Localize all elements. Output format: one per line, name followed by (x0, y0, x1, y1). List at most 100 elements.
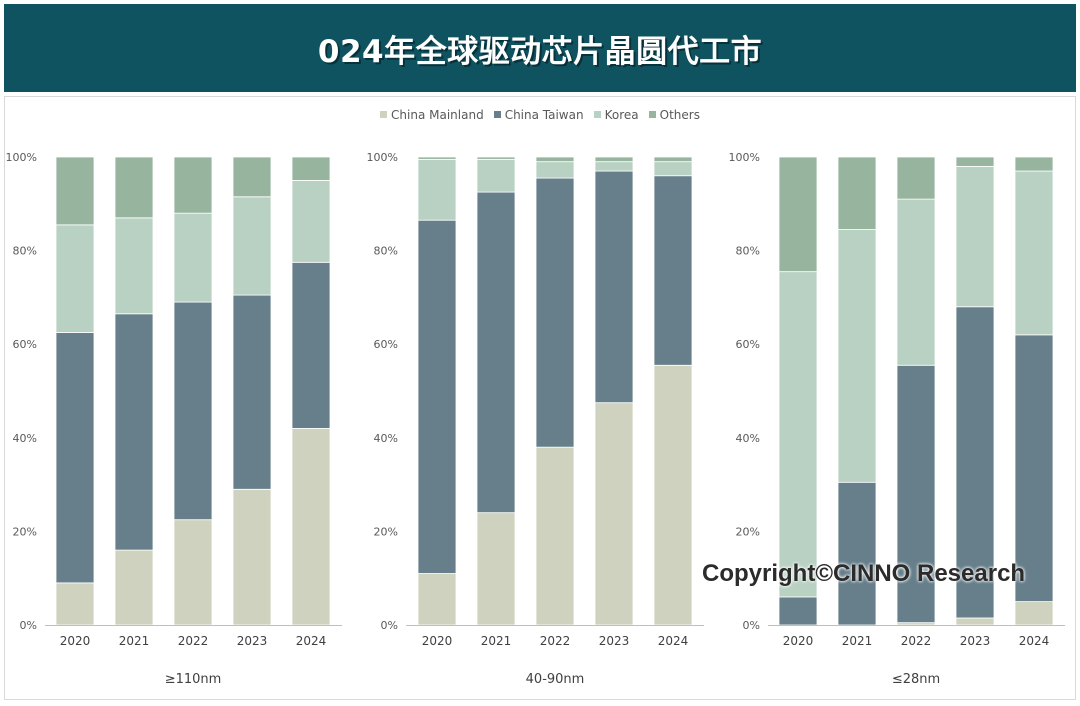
bar-segment (476, 512, 516, 626)
bar-segment (291, 179, 331, 263)
bar-segment (653, 364, 693, 626)
bar-segment (476, 156, 516, 160)
panel-label: ≥110nm (165, 672, 222, 687)
bar-segment (535, 177, 575, 448)
bar-segment (1014, 334, 1054, 603)
y-tick-label: 80% (13, 245, 37, 258)
page-title: 024年全球驱动芯片晶圆代工市 (317, 34, 763, 70)
bar-segment (55, 156, 95, 226)
bar-segment (291, 428, 331, 626)
legend-swatch (648, 111, 656, 118)
y-tick-label: 80% (374, 245, 398, 258)
bar-segment (232, 294, 272, 490)
bar-segment (291, 156, 331, 181)
y-tick-label: 20% (13, 525, 37, 538)
bar-segment (417, 156, 457, 160)
legend-swatch (493, 111, 501, 118)
bar-segment (594, 402, 634, 626)
chart-legend: China Mainland China Taiwan Korea Others (0, 108, 1080, 122)
legend-item: Korea (593, 108, 639, 122)
legend-label: China Mainland (391, 108, 484, 122)
x-tick-label: 2024 (658, 634, 689, 648)
y-tick-label: 60% (374, 338, 398, 351)
bar-segment (476, 191, 516, 514)
legend-label: Korea (604, 108, 639, 122)
bar-segment (1014, 601, 1054, 626)
bar-segment (232, 156, 272, 198)
bar-segment (173, 156, 213, 214)
bar-segment (955, 306, 995, 619)
x-tick-label: 2020 (783, 634, 814, 648)
x-tick-label: 2020 (60, 634, 91, 648)
bar-segment (114, 217, 154, 315)
x-tick-label: 2021 (481, 634, 512, 648)
bar-segment (837, 229, 877, 483)
x-tick-label: 2021 (119, 634, 150, 648)
bar-segment (653, 161, 693, 177)
x-tick-label: 2022 (178, 634, 209, 648)
bar-segment (837, 156, 877, 230)
y-tick-label: 0% (20, 619, 37, 632)
bar-segment (955, 617, 995, 626)
bar-segment (778, 156, 818, 273)
bar-segment (114, 313, 154, 551)
bar-segment (476, 158, 516, 193)
panel-label: ≤28nm (892, 672, 940, 687)
bar-segment (535, 156, 575, 163)
bar-segment (535, 161, 575, 179)
bar-segment (291, 261, 331, 429)
bar-segment (417, 219, 457, 574)
panel-label: 40-90nm (526, 672, 585, 687)
title-banner: 024年全球驱动芯片晶圆代工市 (4, 4, 1076, 92)
y-tick-label: 100% (729, 151, 760, 164)
bar-segment (955, 156, 995, 167)
y-tick-label: 100% (367, 151, 398, 164)
bar-segment (955, 165, 995, 308)
bar-segment (173, 212, 213, 303)
bar-segment (232, 488, 272, 626)
y-tick-label: 0% (743, 619, 760, 632)
x-tick-label: 2023 (599, 634, 630, 648)
x-tick-label: 2023 (960, 634, 991, 648)
bar-segment (417, 158, 457, 221)
legend-label: China Taiwan (504, 108, 584, 122)
bar-segment (535, 446, 575, 626)
bar-segment (594, 170, 634, 404)
bar-segment (778, 271, 818, 598)
bar-segment (114, 549, 154, 626)
y-tick-label: 40% (374, 432, 398, 445)
legend-swatch (593, 111, 601, 118)
copyright-watermark: Copyright©CINNO Research (702, 560, 1026, 587)
y-tick-label: 60% (13, 338, 37, 351)
bar-segment (594, 161, 634, 172)
bar-segment (837, 481, 877, 626)
y-tick-label: 60% (736, 338, 760, 351)
x-tick-label: 2021 (842, 634, 873, 648)
y-tick-label: 20% (374, 525, 398, 538)
bar-segment (55, 582, 95, 626)
bar-segment (896, 156, 936, 200)
x-tick-label: 2022 (540, 634, 571, 648)
bar-segment (55, 332, 95, 584)
y-tick-label: 40% (13, 432, 37, 445)
bar-segment (417, 573, 457, 626)
legend-swatch (380, 111, 388, 118)
bar-segment (173, 519, 213, 626)
bar-segment (55, 224, 95, 333)
y-tick-label: 80% (736, 245, 760, 258)
x-tick-label: 2020 (422, 634, 453, 648)
bar-segment (653, 175, 693, 366)
bar-segment (594, 156, 634, 163)
bar-segment (114, 156, 154, 219)
bar-segment (232, 196, 272, 296)
legend-item: China Mainland (380, 108, 484, 122)
y-tick-label: 20% (736, 525, 760, 538)
legend-label: Others (659, 108, 700, 122)
legend-item: China Taiwan (493, 108, 584, 122)
bar-segment (778, 596, 818, 626)
bar-segment (173, 301, 213, 521)
x-tick-label: 2024 (296, 634, 327, 648)
y-tick-label: 40% (736, 432, 760, 445)
y-tick-label: 0% (381, 619, 398, 632)
